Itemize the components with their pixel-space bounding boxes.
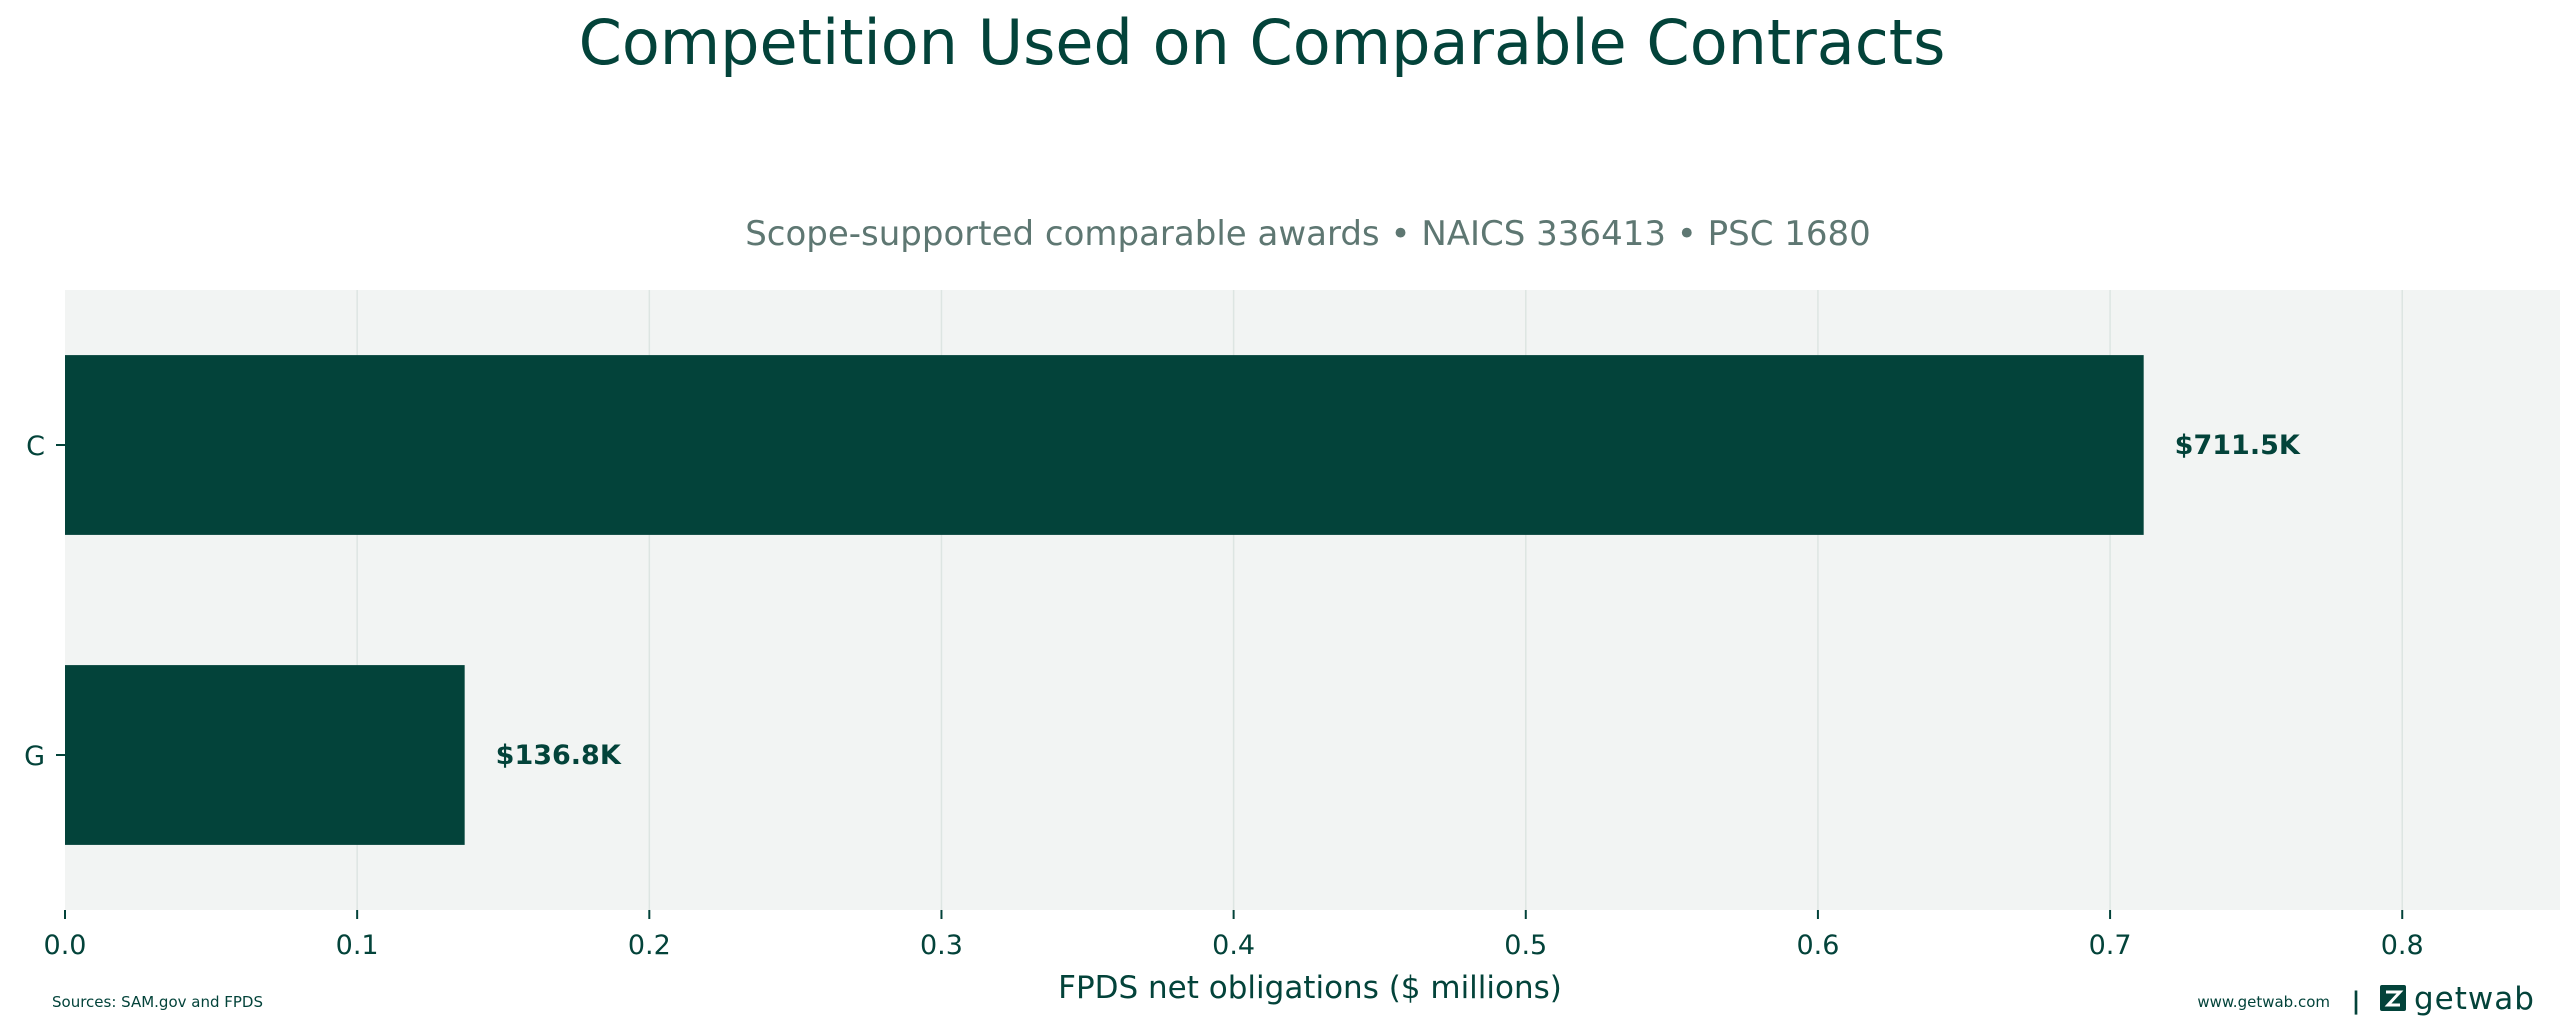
x-tick-label: 0.1 xyxy=(336,930,379,961)
getwab-logo-icon xyxy=(2380,985,2406,1011)
y-tick-label-c: C xyxy=(26,431,45,462)
data-label-g: $136.8K xyxy=(496,740,622,771)
sources-note: Sources: SAM.gov and FPDS xyxy=(52,993,263,1011)
bars: $711.5K $136.8K xyxy=(65,355,2301,845)
x-tick-label: 0.5 xyxy=(1504,930,1547,961)
chart-subtitle: Scope-supported comparable awards • NAIC… xyxy=(745,214,1871,254)
logo-wordmark: getwab xyxy=(2414,981,2535,1017)
axes: 0.0 0.1 0.2 0.3 0.4 0.5 0.6 0.7 0.8 C G xyxy=(24,431,2424,961)
footer-separator: | xyxy=(2352,987,2361,1015)
x-axis-label: FPDS net obligations ($ millions) xyxy=(1058,970,1562,1006)
x-tick-label: 0.4 xyxy=(1212,930,1255,961)
x-tick-label: 0.2 xyxy=(628,930,671,961)
data-label-c: $711.5K xyxy=(2175,430,2301,461)
y-tick-label-g: G xyxy=(24,741,45,772)
x-tick-label: 0.3 xyxy=(920,930,963,961)
website-link[interactable]: www.getwab.com xyxy=(2197,993,2330,1011)
x-tick-label: 0.6 xyxy=(1796,930,1839,961)
chart-title: Competition Used on Comparable Contracts xyxy=(579,6,1946,79)
bar-g xyxy=(65,665,465,845)
x-tick-label: 0.8 xyxy=(2381,930,2424,961)
x-tick-label: 0.7 xyxy=(2089,930,2132,961)
x-tick-label: 0.0 xyxy=(44,930,87,961)
bar-c xyxy=(65,355,2144,535)
